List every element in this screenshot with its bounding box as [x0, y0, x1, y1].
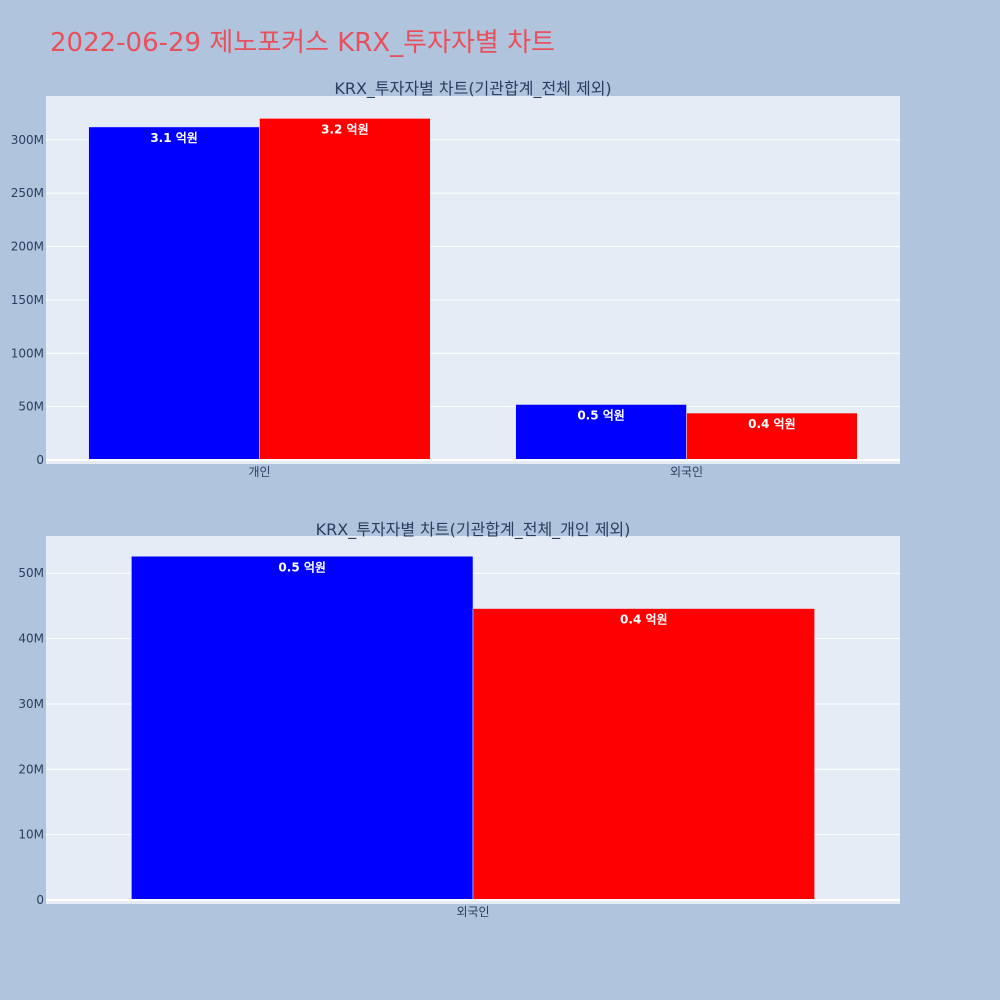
- y-tick-label: 40M: [18, 632, 44, 646]
- bar-data-label: 0.5 억원: [577, 408, 625, 422]
- x-tick-label: 개인: [248, 465, 270, 479]
- y-tick-label: 0: [36, 453, 44, 467]
- chart-title: KRX_투자자별 차트(기관합계_전체 제외): [334, 79, 611, 99]
- y-tick-label: 50M: [18, 400, 44, 414]
- bar-data-label: 3.1 억원: [150, 131, 198, 145]
- bar-data-label: 0.4 억원: [620, 613, 668, 627]
- y-tick-label: 50M: [18, 566, 44, 580]
- y-tick-label: 300M: [11, 133, 44, 147]
- y-tick-label: 30M: [18, 697, 44, 711]
- x-tick-label: 외국인: [456, 905, 489, 919]
- y-tick-label: 20M: [18, 762, 44, 776]
- bar-2-2[interactable]: [686, 412, 858, 461]
- bar-2-1[interactable]: [259, 118, 431, 461]
- chart-title: KRX_투자자별 차트(기관합계_전체_개인 제외): [316, 520, 631, 540]
- bar-1-1[interactable]: [88, 126, 260, 461]
- x-tick-label: 외국인: [670, 465, 703, 479]
- bar-data-label: 0.5 억원: [278, 560, 326, 574]
- y-tick-label: 150M: [11, 293, 44, 307]
- bar-1-2[interactable]: [515, 404, 687, 461]
- bar-1-1[interactable]: [131, 556, 474, 901]
- bar-data-label: 0.4 억원: [748, 417, 796, 431]
- y-tick-label: 200M: [11, 240, 44, 254]
- y-tick-label: 10M: [18, 828, 44, 842]
- page-title: 2022-06-29 제노포커스 KRX_투자자별 차트: [50, 28, 555, 58]
- bar-data-label: 3.2 억원: [321, 122, 369, 136]
- y-tick-label: 100M: [11, 346, 44, 360]
- y-tick-label: 250M: [11, 186, 44, 200]
- y-tick-label: 0: [36, 893, 44, 907]
- bar-2-1[interactable]: [472, 608, 815, 901]
